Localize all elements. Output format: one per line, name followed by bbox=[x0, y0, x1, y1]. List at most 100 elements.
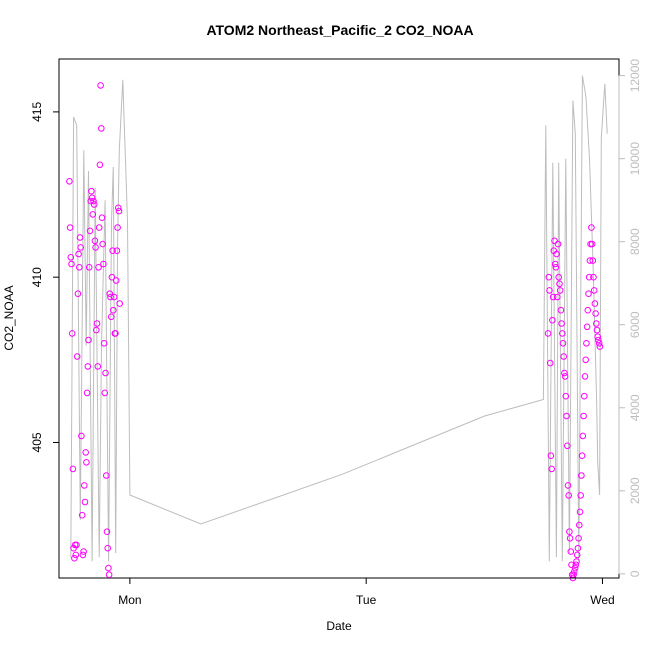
co2-data-point bbox=[115, 204, 122, 212]
y-axis-left: 405 410 415 bbox=[30, 102, 60, 452]
co2-data-point bbox=[91, 237, 99, 245]
co2-data-point bbox=[590, 273, 597, 281]
co2-data-point bbox=[557, 306, 565, 314]
co2-data-point bbox=[66, 224, 74, 231]
co2-data-point bbox=[78, 511, 86, 519]
co2-data-point bbox=[564, 442, 571, 450]
co2-data-point bbox=[116, 300, 123, 307]
co2-data-point bbox=[590, 287, 598, 294]
co2-data-point bbox=[84, 363, 92, 370]
y2-tick-label: 10000 bbox=[628, 142, 642, 176]
co2-data-point bbox=[93, 326, 100, 334]
co2-data-point bbox=[67, 253, 75, 261]
co2-data-point bbox=[544, 330, 552, 337]
co2-data-point bbox=[556, 280, 563, 288]
y2-tick-label: 8000 bbox=[628, 228, 642, 255]
co2-data-point bbox=[588, 240, 596, 248]
co2-data-point bbox=[101, 389, 109, 397]
co2-data-point bbox=[112, 277, 120, 284]
co2-data-point bbox=[596, 343, 604, 350]
co2-data-point bbox=[78, 432, 85, 440]
co2-data-point bbox=[100, 340, 108, 347]
co2-data-point bbox=[115, 207, 123, 215]
co2-data-point bbox=[583, 340, 590, 347]
co2-data-point bbox=[549, 293, 557, 301]
co2-data-point bbox=[594, 333, 602, 341]
co2-data-point bbox=[68, 260, 75, 268]
co2-data-point bbox=[96, 161, 104, 169]
co2-data-point bbox=[583, 323, 591, 331]
co2-data-point bbox=[577, 492, 585, 499]
co2-data-point bbox=[561, 369, 568, 377]
co2-data-point bbox=[110, 306, 117, 314]
co2-data-point bbox=[576, 508, 584, 516]
co2-data-point bbox=[545, 273, 553, 281]
co2-data-point bbox=[105, 564, 112, 572]
co2-data-point bbox=[585, 273, 593, 281]
co2-data-point bbox=[83, 459, 90, 466]
co2-data-point bbox=[75, 250, 82, 258]
co2-data-point bbox=[564, 482, 572, 489]
co2-data-point bbox=[565, 492, 573, 499]
co2-data-point bbox=[69, 465, 77, 473]
co2-data-point bbox=[551, 237, 558, 245]
co2-data-point bbox=[88, 187, 95, 195]
co2-data-point bbox=[105, 571, 113, 579]
co2-data-point bbox=[592, 310, 599, 317]
co2-data-point bbox=[106, 290, 114, 298]
co2-data-point bbox=[572, 561, 580, 569]
co2-data-point bbox=[81, 482, 88, 489]
co2-data-point bbox=[113, 247, 121, 254]
co2-data-point bbox=[77, 244, 84, 251]
co2-data-point bbox=[89, 211, 97, 218]
co2-data-point bbox=[559, 330, 566, 337]
co2-data-point bbox=[573, 558, 580, 565]
x-tick-label: Wed bbox=[590, 593, 614, 607]
co2-data-point bbox=[100, 260, 107, 268]
co2-data-point bbox=[591, 300, 599, 307]
y2-tick-label: 2000 bbox=[628, 477, 642, 504]
co2-data-point bbox=[97, 82, 104, 89]
co2-data-point bbox=[571, 568, 578, 575]
y2-tick-label: 0 bbox=[628, 570, 642, 577]
x-tick-label: Mon bbox=[118, 593, 141, 607]
co2-data-point bbox=[72, 551, 80, 559]
co2-data-point bbox=[575, 535, 582, 542]
co2-data-point bbox=[86, 227, 94, 235]
co2-data-point bbox=[546, 359, 554, 367]
co2-data-point bbox=[66, 178, 73, 185]
co2-data-point bbox=[83, 389, 91, 397]
co2-data-point bbox=[98, 125, 105, 132]
co2-data-point bbox=[108, 273, 116, 281]
co2-data-point bbox=[107, 313, 115, 321]
co2-data-point bbox=[98, 214, 106, 221]
co2-data-point bbox=[102, 369, 109, 377]
co2-data-point bbox=[87, 197, 94, 205]
co2-data-point bbox=[109, 247, 116, 254]
co2-data-point bbox=[546, 287, 553, 294]
co2-data-point bbox=[554, 240, 562, 248]
y-tick-label: 415 bbox=[30, 102, 44, 122]
y2-tick-label: 4000 bbox=[628, 394, 642, 421]
y-axis-right: 0 2000 4000 6000 8000 10000 12000 bbox=[618, 59, 642, 577]
co2-data-point bbox=[92, 244, 99, 251]
x-axis: Mon Tue Wed bbox=[118, 577, 615, 607]
co2-data-point bbox=[555, 273, 563, 281]
co2-data-point bbox=[553, 250, 560, 258]
co2-data-point bbox=[68, 330, 76, 337]
co2-data-point bbox=[582, 356, 590, 364]
co2-data-point bbox=[554, 293, 561, 301]
co2-data-point bbox=[99, 240, 106, 248]
co2-data-point bbox=[563, 412, 570, 420]
co2-data-point bbox=[551, 260, 559, 268]
co2-data-point bbox=[74, 290, 82, 298]
co2-data-point bbox=[573, 551, 581, 559]
co2-data-point bbox=[595, 336, 602, 344]
co2-data-point bbox=[558, 320, 565, 327]
co2-data-point bbox=[578, 452, 586, 460]
co2-data-point bbox=[73, 353, 81, 360]
co2-data-point bbox=[107, 293, 114, 301]
co2-data-point bbox=[82, 449, 89, 456]
co2-data-point bbox=[571, 564, 579, 572]
